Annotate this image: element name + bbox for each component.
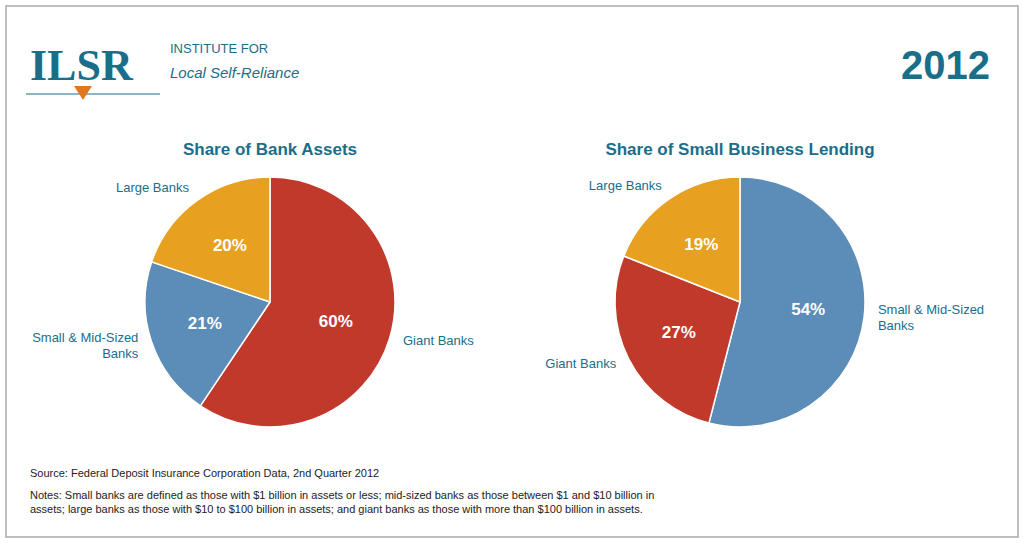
- logo-subtext: Local Self-Reliance: [170, 64, 299, 81]
- data-label: 21%: [188, 314, 222, 333]
- category-label: Small & Mid-SizedBanks: [878, 303, 984, 334]
- border: [6, 6, 1018, 537]
- text-line: Small & Mid-Sized: [878, 303, 984, 318]
- notes: Notes: Small banks are defined as those …: [30, 489, 654, 515]
- logo-text: ILSR: [30, 41, 134, 90]
- chart-root: ILSR INSTITUTE FOR Local Self-Reliance 2012…: [0, 0, 1024, 543]
- text-line: Giant Banks: [545, 357, 616, 372]
- data-label: 27%: [662, 323, 696, 342]
- slices: [145, 177, 395, 427]
- labels: 60% Giant Banks 21% Small & Mid-SizedBanks 2…: [32, 180, 474, 361]
- pie-slice: [624, 177, 740, 302]
- data-label: 20%: [213, 236, 247, 255]
- chart-title: Share of Bank Assets: [183, 140, 357, 159]
- text-line: Banks: [878, 319, 915, 334]
- text-line: ILSR: [30, 41, 134, 90]
- chart-title: Share of Small Business Lending: [605, 140, 874, 159]
- logo-triangle: [74, 86, 92, 100]
- text-line: Large Banks: [589, 178, 662, 193]
- text-line: Notes: Small banks are defined as those …: [30, 489, 654, 501]
- text-line: Large Banks: [116, 180, 189, 195]
- background: [0, 0, 1024, 543]
- pie-slice: [152, 177, 270, 302]
- category-label: Large Banks: [589, 178, 662, 193]
- text-line: INSTITUTE FOR: [170, 41, 268, 56]
- year-label: 2012: [901, 43, 990, 87]
- category-label: Giant Banks: [545, 357, 616, 372]
- data-label: 60%: [319, 312, 353, 331]
- text-line: Giant Banks: [403, 334, 474, 349]
- logo-rule: [26, 93, 160, 94]
- text-line: assets; large banks as those with $10 to…: [30, 503, 643, 515]
- text-line: Banks: [102, 346, 139, 361]
- text-line: Source: Federal Deposit Insurance Corpor…: [30, 467, 379, 479]
- pie-chart: Share of Bank Assets 60% Giant Banks 21% Sma…: [32, 140, 474, 427]
- data-label: 54%: [791, 300, 825, 319]
- header: ILSR INSTITUTE FOR Local Self-Reliance 2012…: [26, 41, 990, 515]
- category-label: Large Banks: [116, 180, 189, 195]
- category-label: Giant Banks: [403, 334, 474, 349]
- labels: 54% Small & Mid-SizedBanks 27% Giant Banks 1…: [545, 178, 984, 371]
- text-line: Small & Mid-Sized: [32, 330, 138, 345]
- category-label: Small & Mid-SizedBanks: [32, 330, 139, 361]
- logo-subtext: INSTITUTE FOR: [170, 41, 268, 56]
- pie-chart: Share of Small Business Lending 54% Small …: [545, 140, 984, 427]
- source-note: Source: Federal Deposit Insurance Corpor…: [30, 467, 379, 479]
- text-line: Local Self-Reliance: [170, 64, 299, 81]
- text-line: 2012: [901, 43, 990, 87]
- data-label: 19%: [684, 235, 718, 254]
- slices: [615, 177, 865, 427]
